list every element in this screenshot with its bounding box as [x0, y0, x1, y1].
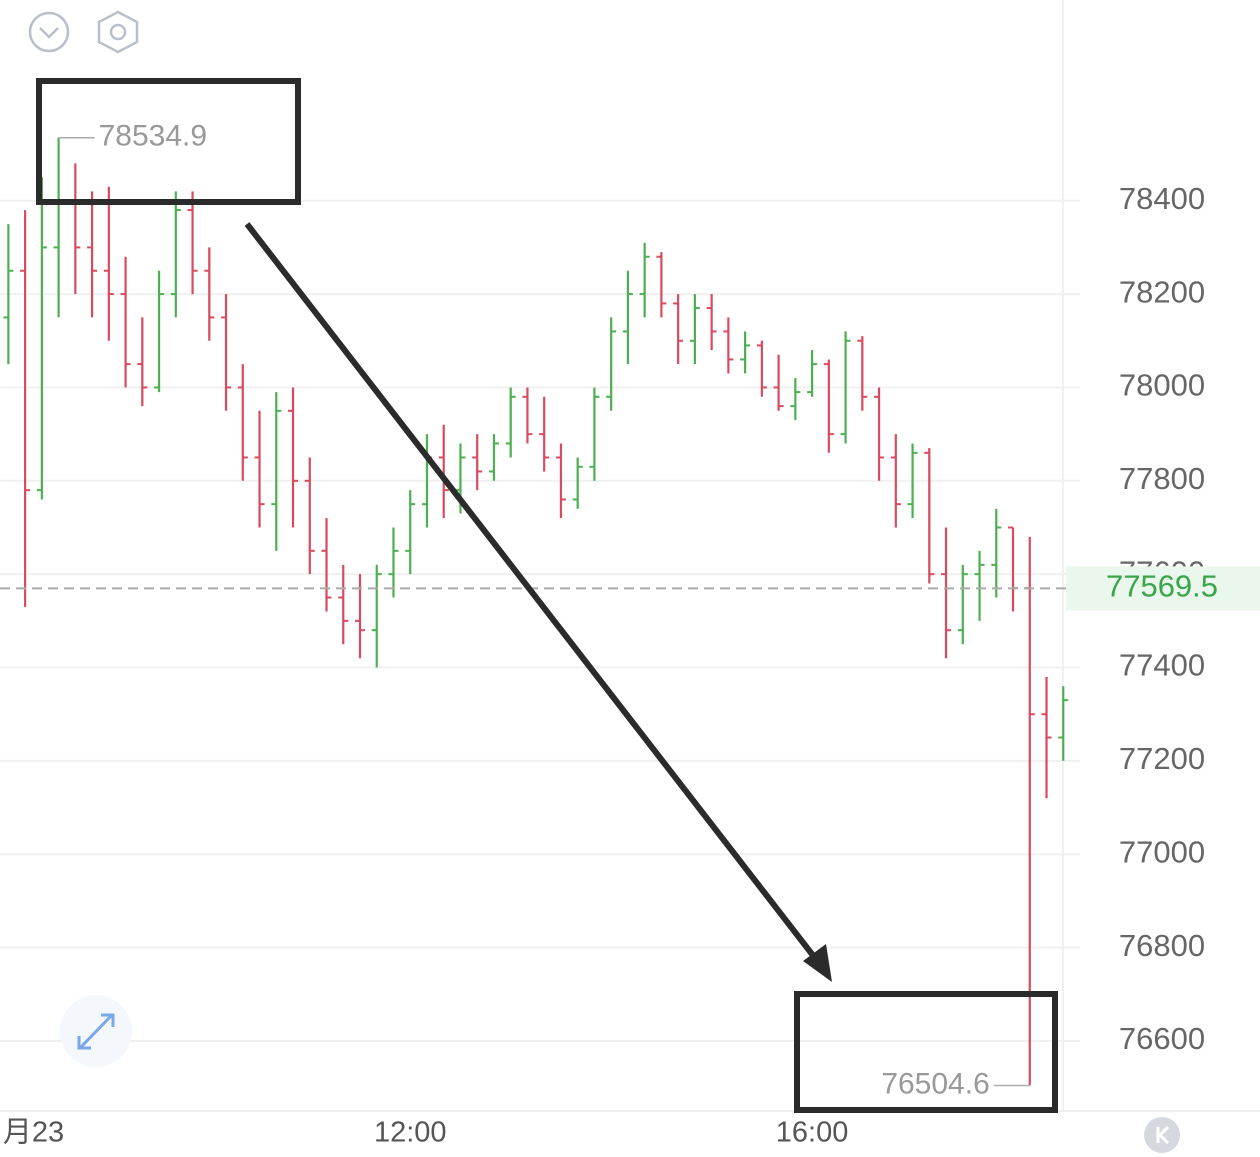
overlay: 7660076800770007720077400776007780078000…	[0, 120, 1260, 1149]
expand-button[interactable]	[60, 995, 132, 1067]
bars	[3, 137, 1069, 1086]
y-tick-label: 77000	[1119, 834, 1205, 869]
highlight-box	[36, 78, 301, 205]
y-tick-label: 77800	[1119, 461, 1205, 496]
y-tick-label: 78200	[1119, 274, 1205, 309]
y-tick-label: 76600	[1119, 1021, 1205, 1056]
settings-icon[interactable]	[97, 10, 139, 54]
last-price-label: 77569.5	[1106, 569, 1218, 604]
arrow-head	[803, 944, 832, 982]
x-tick-label: 16:00	[776, 1117, 849, 1149]
y-tick-label: 77200	[1119, 741, 1205, 776]
last-price-badge	[1066, 566, 1260, 611]
grid	[0, 199, 1260, 1112]
y-tick-label: 78400	[1119, 181, 1205, 216]
high-label: 78534.9	[99, 120, 207, 153]
highlight-box	[794, 991, 1058, 1113]
low-label: 76504.6	[881, 1067, 989, 1100]
k-button[interactable]	[1144, 1117, 1180, 1153]
y-tick-label: 76800	[1119, 928, 1205, 963]
y-tick-label: 78000	[1119, 368, 1205, 403]
x-tick-label: 月23	[3, 1117, 64, 1149]
collapse-icon[interactable]	[28, 11, 70, 53]
x-tick-label: 12:00	[374, 1117, 447, 1149]
y-tick-label: 77400	[1119, 648, 1205, 683]
arrow-line	[244, 222, 818, 960]
